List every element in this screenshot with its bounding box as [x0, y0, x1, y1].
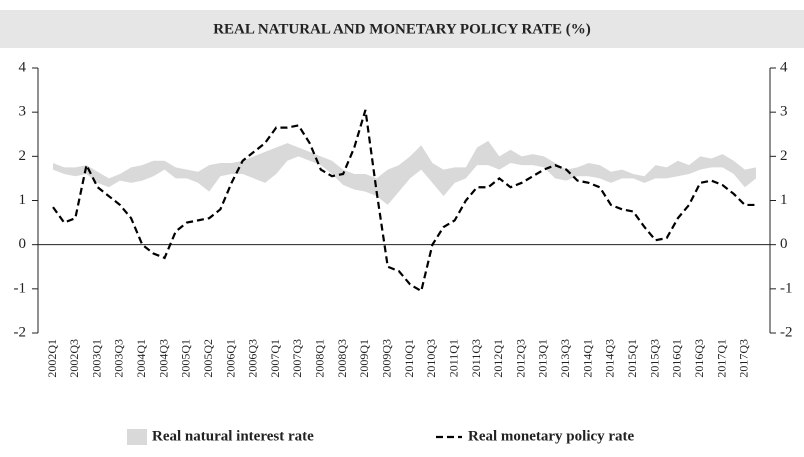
x-tick-label: 2009Q1 [357, 339, 371, 378]
x-tick-label: 2011Q3 [469, 339, 483, 377]
chart-title: REAL NATURAL AND MONETARY POLICY RATE (%… [213, 21, 591, 37]
x-tick-label: 2009Q3 [380, 339, 394, 378]
y2-tick-label: 3 [780, 104, 788, 120]
x-tick-label: 2004Q3 [156, 339, 170, 378]
y2-tick-label: -2 [780, 324, 793, 340]
x-tick-label: 2002Q1 [45, 339, 59, 378]
legend-label: Real natural interest rate [152, 428, 314, 444]
x-tick-label: 2017Q1 [714, 339, 728, 378]
policy-rate-line [52, 109, 756, 293]
x-tick-label: 2016Q3 [692, 339, 706, 378]
x-tick-label: 2017Q3 [737, 339, 751, 378]
x-tick-label: 2007Q1 [268, 339, 282, 378]
x-tick-label: 2014Q3 [603, 339, 617, 378]
x-tick-label: 2005Q1 [179, 339, 193, 378]
y-tick-label: 4 [19, 59, 27, 75]
natural-rate-band [53, 140, 756, 205]
y-tick-label: 1 [19, 192, 27, 208]
x-tick-label: 2012Q3 [513, 339, 527, 378]
title-bar [0, 10, 804, 48]
x-tick-label: 2002Q3 [67, 339, 81, 378]
x-tick-label: 2007Q3 [290, 339, 304, 378]
y-tick-label: -1 [14, 280, 27, 296]
y-tick-label: 3 [19, 104, 27, 120]
y-tick-label: 2 [19, 148, 27, 164]
x-tick-label: 2005Q2 [201, 339, 215, 378]
x-tick-label: 2016Q1 [670, 339, 684, 378]
y2-tick-label: 4 [780, 59, 788, 75]
y-tick-label: -2 [14, 324, 27, 340]
x-tick-label: 2003Q3 [112, 339, 126, 378]
x-tick-label: 2013Q3 [558, 339, 572, 378]
x-tick-label: 2010Q3 [424, 339, 438, 378]
x-tick-label: 2011Q1 [446, 339, 460, 377]
x-tick-label: 2004Q1 [134, 339, 148, 378]
x-tick-label: 2010Q1 [402, 339, 416, 378]
x-tick-label: 2012Q1 [491, 339, 505, 378]
y2-tick-label: 2 [780, 148, 788, 164]
x-tick-label: 2008Q3 [335, 339, 349, 378]
y2-tick-label: -1 [780, 280, 793, 296]
x-tick-label: 2003Q1 [89, 339, 103, 378]
x-tick-label: 2015Q3 [647, 339, 661, 378]
legend-label: Real monetary policy rate [468, 428, 635, 444]
x-tick-label: 2015Q1 [625, 339, 639, 378]
x-tick-label: 2014Q1 [580, 339, 594, 378]
x-tick-label: 2006Q1 [223, 339, 237, 378]
y-tick-label: 0 [19, 236, 27, 252]
y2-tick-label: 1 [780, 192, 788, 208]
y2-tick-label: 0 [780, 236, 788, 252]
x-tick-label: 2008Q1 [313, 339, 327, 378]
x-tick-label: 2006Q3 [246, 339, 260, 378]
x-tick-label: 2013Q1 [536, 339, 550, 378]
legend-swatch [127, 429, 147, 445]
